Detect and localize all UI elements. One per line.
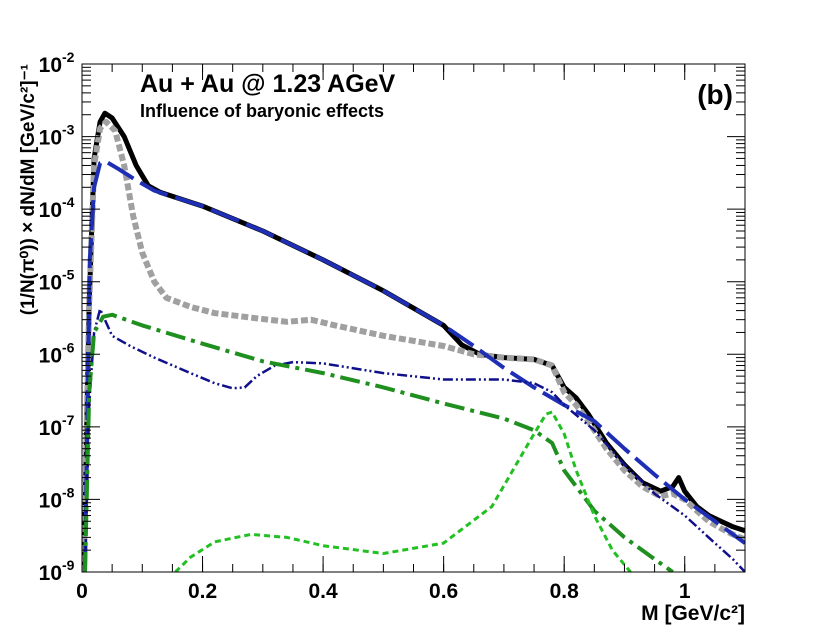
panel-label: (b) xyxy=(697,79,733,110)
series-layer xyxy=(82,110,745,572)
y-tick-label: 10 xyxy=(39,562,62,585)
y-tick-label: 10 xyxy=(39,344,62,367)
y-tick-exponent: -8 xyxy=(62,484,75,500)
axes-layer: 0 0.2 0.4 0.6 0.8 110-910-810-710-610-510-410… xyxy=(39,49,746,603)
y-tick-label: 10 xyxy=(39,199,62,222)
y-tick-exponent: -2 xyxy=(62,49,75,65)
y-tick-label: 10 xyxy=(39,272,62,295)
y-tick-exponent: -4 xyxy=(62,194,75,210)
y-tick-label: 10 xyxy=(39,54,62,77)
chart-title: Au + Au @ 1.23 AGeV xyxy=(140,70,396,98)
y-tick-label: 10 xyxy=(39,127,62,150)
x-tick-label: 0 xyxy=(76,580,88,603)
series-line-gray-dotted xyxy=(82,118,745,572)
x-axis-label: M [GeV/c²] xyxy=(641,602,745,625)
x-tick-label: 0.6 xyxy=(429,580,458,603)
series-line-light-green-dotted xyxy=(174,410,632,572)
series-line-green-dash-dot xyxy=(83,312,674,572)
x-tick-label: 0.8 xyxy=(550,580,580,603)
y-tick-exponent: -9 xyxy=(62,557,75,573)
y-tick-exponent: -5 xyxy=(62,267,75,283)
x-tick-label: 0.2 xyxy=(188,580,217,603)
y-tick-label: 10 xyxy=(39,489,62,512)
y-axis-label: (1/N(π⁰)) × dN/dM [GeV/c²]⁻¹ xyxy=(18,64,39,315)
series-line-blue-long-dash xyxy=(83,159,745,572)
y-tick-exponent: -6 xyxy=(62,339,75,355)
series-line-navy-dash-dot-dot xyxy=(83,307,745,572)
y-tick-label: 10 xyxy=(39,417,62,440)
y-tick-exponent: -3 xyxy=(62,122,75,138)
y-tick-exponent: -7 xyxy=(62,412,75,428)
chart-subtitle: Influence of baryonic effects xyxy=(140,101,384,121)
x-tick-label: 0.4 xyxy=(308,580,338,603)
x-tick-label: 1 xyxy=(679,580,691,603)
